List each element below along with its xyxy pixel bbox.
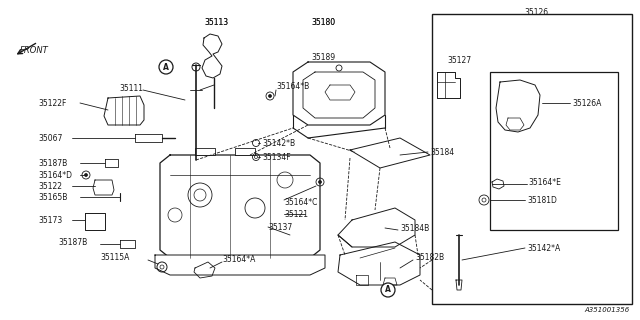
Text: 35142*B: 35142*B <box>262 139 295 148</box>
Circle shape <box>381 283 395 297</box>
Polygon shape <box>350 138 430 168</box>
Text: 35122: 35122 <box>38 181 62 190</box>
Polygon shape <box>194 262 215 278</box>
Text: 35181D: 35181D <box>527 196 557 204</box>
Text: 35180: 35180 <box>311 18 335 27</box>
Text: 35067: 35067 <box>38 133 62 142</box>
Text: 35187B: 35187B <box>58 237 87 246</box>
Text: 35126A: 35126A <box>572 99 602 108</box>
Polygon shape <box>120 240 135 248</box>
Bar <box>432 14 632 304</box>
Polygon shape <box>356 275 368 285</box>
Text: 35182B: 35182B <box>415 253 444 262</box>
Text: 35164*E: 35164*E <box>528 178 561 187</box>
Polygon shape <box>303 72 375 118</box>
Polygon shape <box>437 72 460 98</box>
Text: 35111: 35111 <box>119 84 143 92</box>
Polygon shape <box>492 179 504 189</box>
Polygon shape <box>135 134 162 142</box>
Polygon shape <box>105 159 118 167</box>
Text: A: A <box>163 62 169 71</box>
Polygon shape <box>338 242 420 285</box>
Text: 35180: 35180 <box>311 18 335 27</box>
Polygon shape <box>456 280 462 290</box>
Circle shape <box>319 180 321 183</box>
Polygon shape <box>338 208 415 247</box>
Polygon shape <box>496 80 540 132</box>
Text: 35184B: 35184B <box>400 223 429 233</box>
Text: 35126: 35126 <box>524 7 548 17</box>
Text: 35189: 35189 <box>311 52 335 61</box>
Polygon shape <box>93 180 114 195</box>
Polygon shape <box>85 213 105 230</box>
Polygon shape <box>235 148 255 155</box>
Text: 35122F: 35122F <box>38 99 67 108</box>
Text: 35173: 35173 <box>38 215 62 225</box>
Text: 35121: 35121 <box>284 210 308 219</box>
Text: A351001356: A351001356 <box>585 307 630 313</box>
Polygon shape <box>160 155 320 258</box>
Text: 35164*A: 35164*A <box>222 255 255 265</box>
Circle shape <box>159 60 173 74</box>
Polygon shape <box>155 255 325 275</box>
Polygon shape <box>202 34 222 78</box>
Text: 35187B: 35187B <box>38 158 67 167</box>
Text: 35165B: 35165B <box>38 193 67 202</box>
Text: 35164*B: 35164*B <box>276 82 309 91</box>
Polygon shape <box>383 278 397 285</box>
Text: 35137: 35137 <box>268 222 292 231</box>
Text: 35115A: 35115A <box>100 253 129 262</box>
Polygon shape <box>293 62 385 125</box>
Text: 35164*C: 35164*C <box>284 197 317 206</box>
Bar <box>490 72 618 230</box>
Circle shape <box>84 173 88 177</box>
Text: FRONT: FRONT <box>20 45 49 54</box>
Polygon shape <box>325 85 355 100</box>
Text: 35164*D: 35164*D <box>38 171 72 180</box>
Circle shape <box>269 94 271 98</box>
Text: 35184: 35184 <box>430 148 454 156</box>
Text: A: A <box>385 285 391 294</box>
Text: 35113: 35113 <box>204 18 228 27</box>
Text: 35142*A: 35142*A <box>527 244 560 252</box>
Text: 35113: 35113 <box>204 18 228 27</box>
Text: 35127: 35127 <box>447 55 471 65</box>
Polygon shape <box>104 96 144 125</box>
Polygon shape <box>506 118 524 130</box>
Text: 35134F: 35134F <box>262 153 291 162</box>
Polygon shape <box>195 148 215 155</box>
